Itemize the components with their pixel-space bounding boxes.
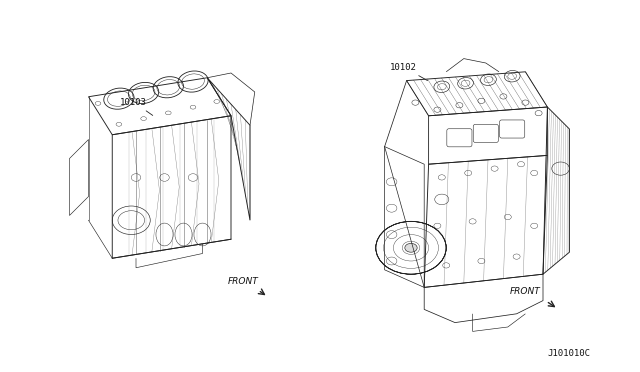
Text: 10103: 10103 — [120, 97, 153, 115]
Text: FRONT: FRONT — [510, 288, 541, 296]
Text: FRONT: FRONT — [228, 278, 259, 286]
Text: J101010C: J101010C — [547, 350, 590, 359]
Text: 10102: 10102 — [390, 62, 428, 81]
Ellipse shape — [405, 243, 417, 252]
